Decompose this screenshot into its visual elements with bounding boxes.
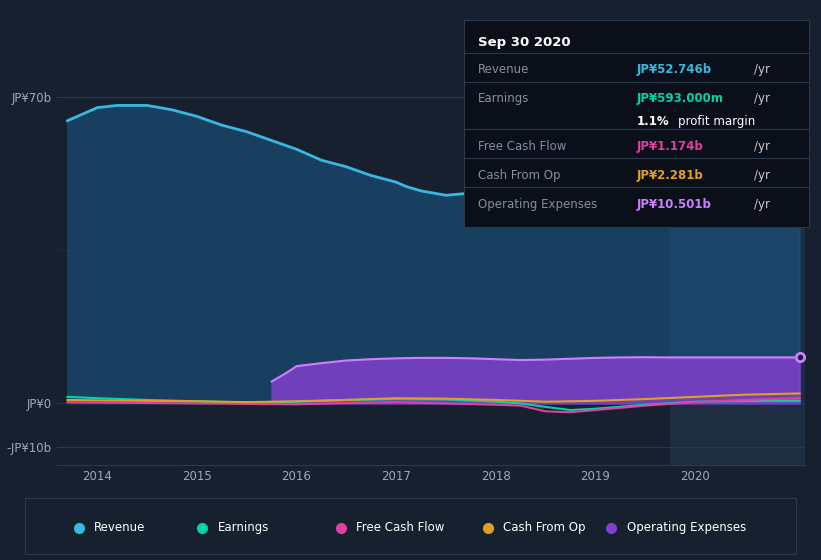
Text: /yr: /yr [754, 198, 769, 211]
Text: 1.1%: 1.1% [636, 115, 669, 128]
Text: JP¥1.174b: JP¥1.174b [636, 140, 703, 153]
Text: /yr: /yr [754, 169, 769, 182]
Text: Revenue: Revenue [478, 63, 529, 76]
Text: Free Cash Flow: Free Cash Flow [478, 140, 566, 153]
Text: JP¥593.000m: JP¥593.000m [636, 92, 723, 105]
Text: profit margin: profit margin [677, 115, 754, 128]
Text: Earnings: Earnings [218, 521, 269, 534]
Text: Earnings: Earnings [478, 92, 529, 105]
Text: Sep 30 2020: Sep 30 2020 [478, 36, 571, 49]
Text: Cash From Op: Cash From Op [478, 169, 560, 182]
Text: Operating Expenses: Operating Expenses [626, 521, 745, 534]
Text: Revenue: Revenue [94, 521, 145, 534]
Text: /yr: /yr [754, 140, 769, 153]
Text: JP¥52.746b: JP¥52.746b [636, 63, 712, 76]
Bar [670, 62, 805, 465]
Text: JP¥10.501b: JP¥10.501b [636, 198, 711, 211]
Text: Free Cash Flow: Free Cash Flow [356, 521, 445, 534]
Text: /yr: /yr [754, 63, 769, 76]
Text: Operating Expenses: Operating Expenses [478, 198, 597, 211]
Text: Cash From Op: Cash From Op [503, 521, 585, 534]
Text: JP¥2.281b: JP¥2.281b [636, 169, 703, 182]
Text: /yr: /yr [754, 92, 769, 105]
